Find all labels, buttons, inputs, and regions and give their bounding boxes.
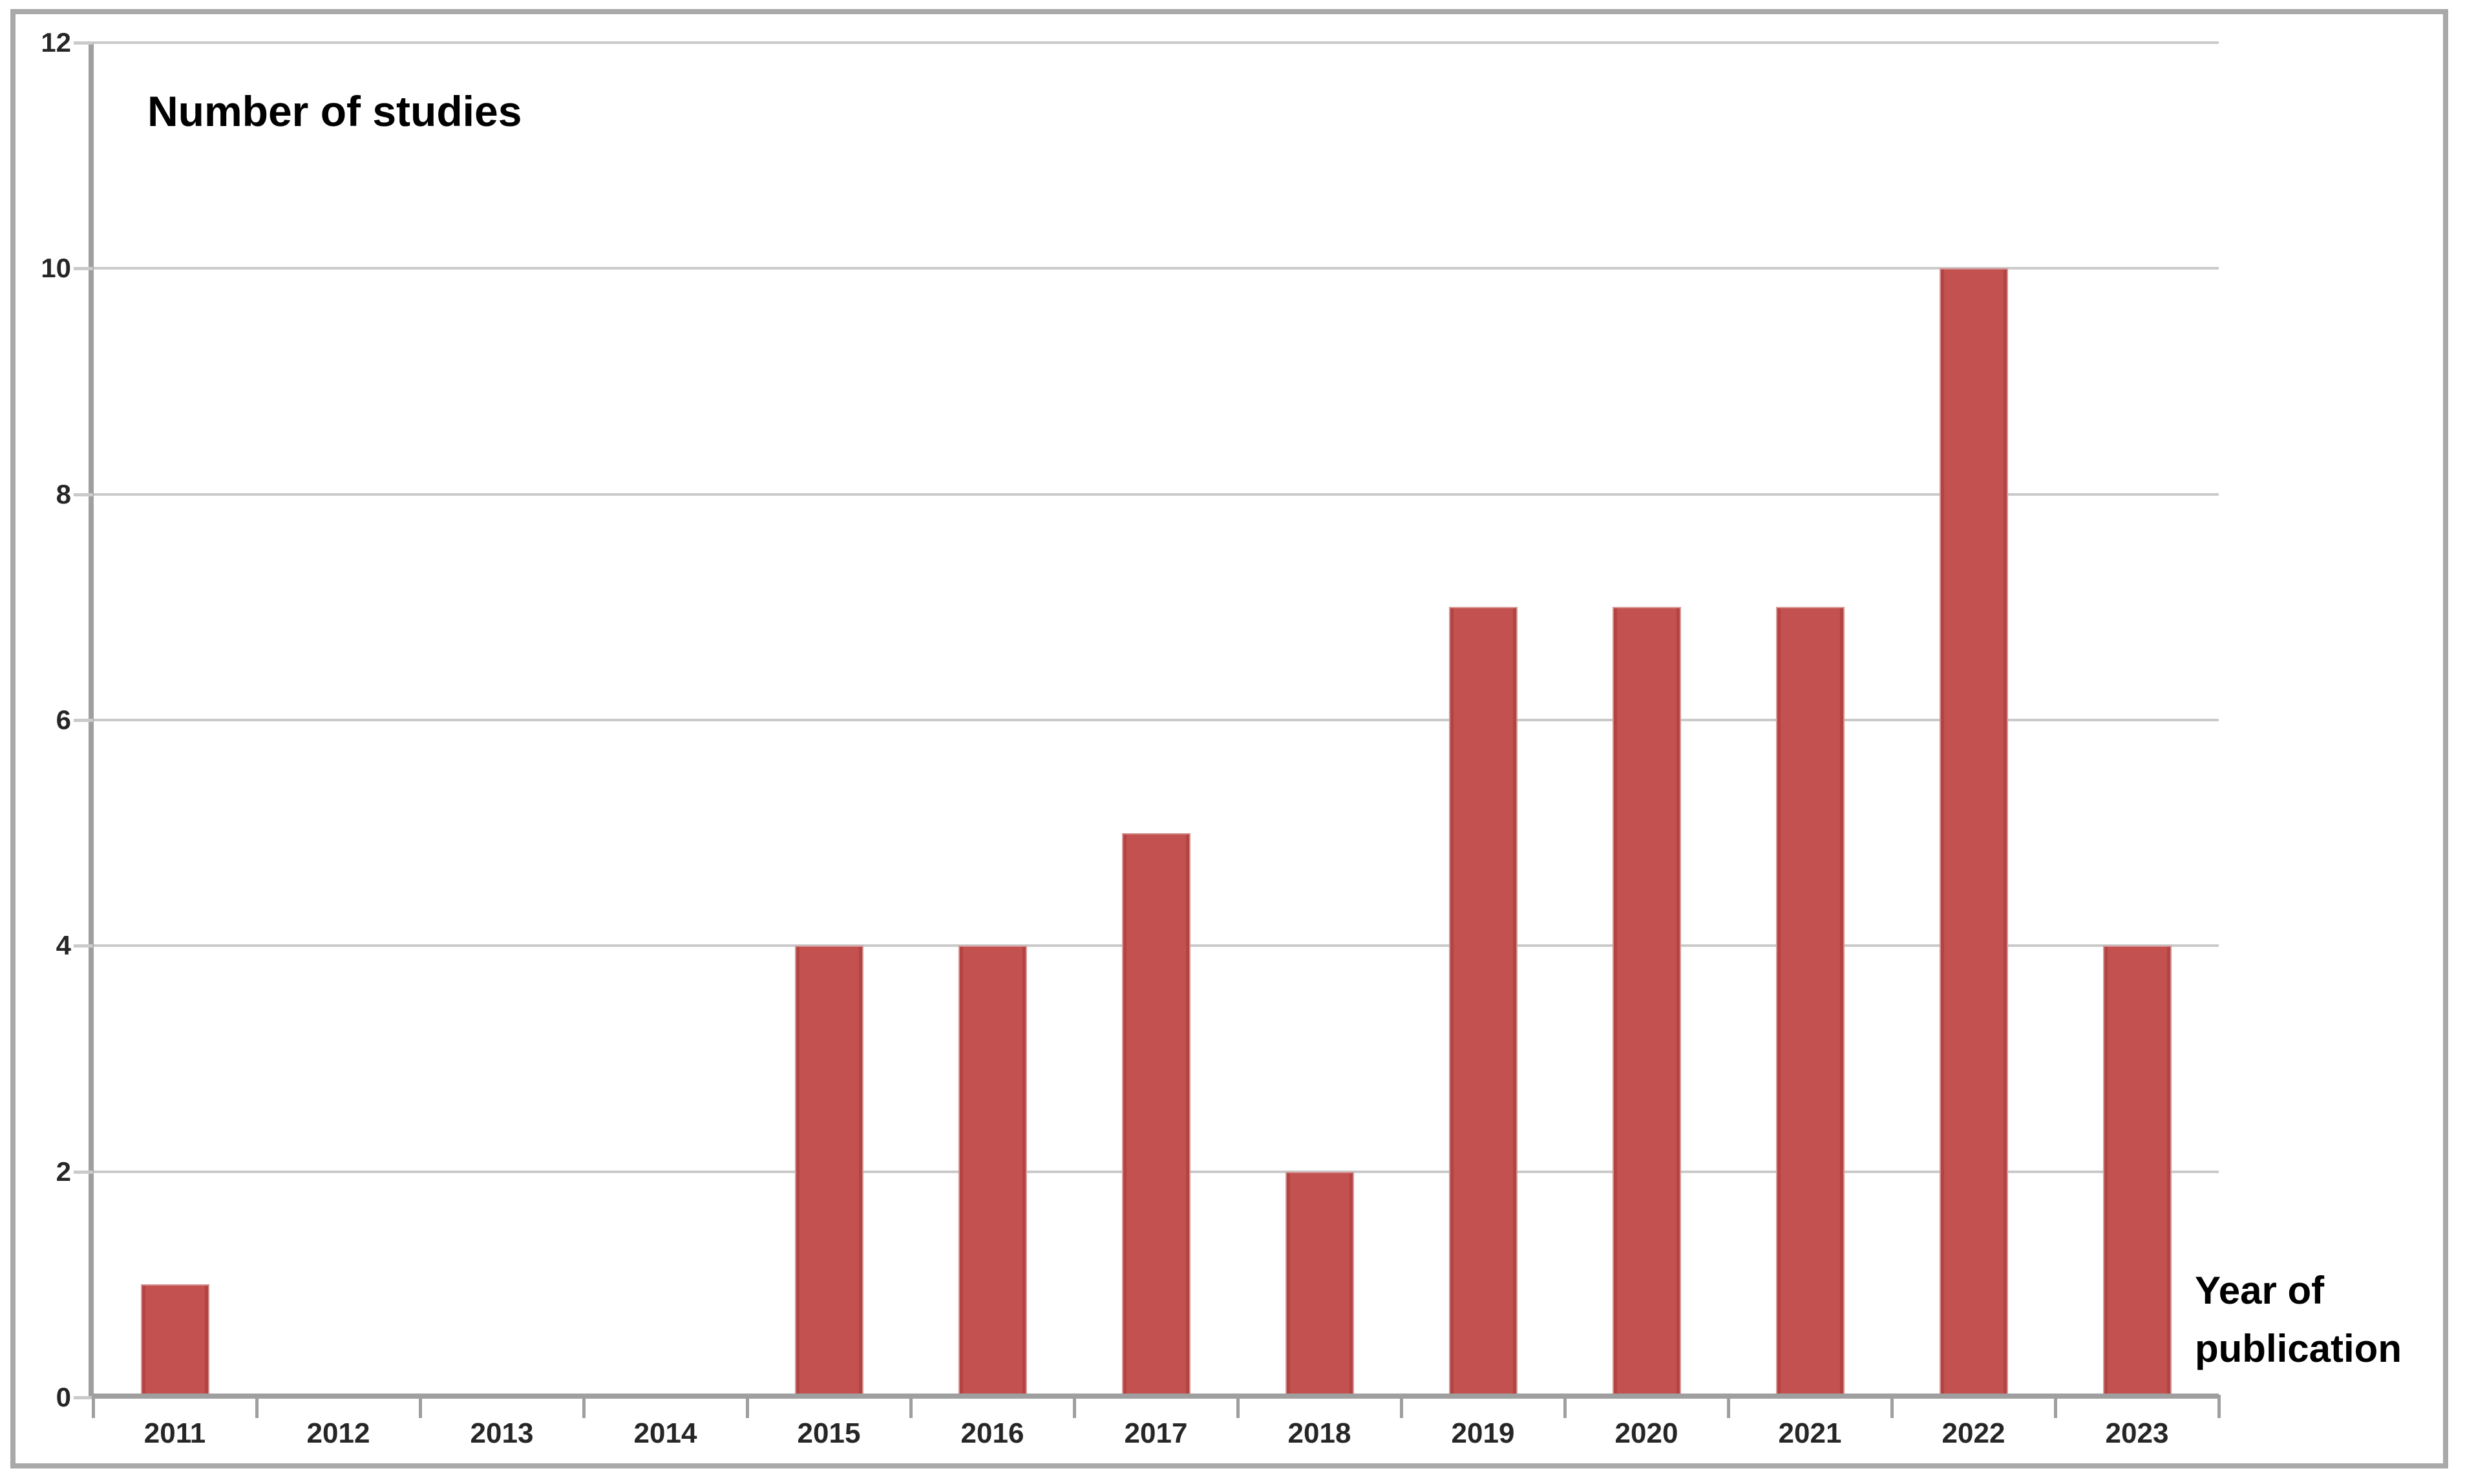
gridline-6 [93,719,2219,721]
figure-border [10,9,2448,1468]
x-tick-label: 2011 [143,1417,206,1449]
x-tick [1072,1395,1076,1418]
x-axis-line [89,1394,2219,1399]
bar-2021 [1775,607,1845,1397]
bar-2019 [1448,607,1518,1397]
x-tick-label: 2014 [633,1417,697,1449]
x-axis-title: Year of publication [2195,1269,2402,1370]
y-tick [74,1170,93,1174]
y-tick-label: 0 [56,1382,71,1412]
x-tick-label: 2019 [1451,1417,1515,1449]
x-tick-label: 2021 [1778,1417,1842,1449]
x-tick [1563,1395,1567,1418]
x-tick [418,1395,422,1418]
y-tick-label: 6 [56,705,71,735]
y-tick [74,944,93,948]
x-tick [1726,1395,1730,1418]
x-tick [582,1395,586,1418]
y-tick [74,719,93,722]
gridline-10 [93,267,2219,270]
x-tick-label: 2016 [960,1417,1024,1449]
x-tick-label: 2020 [1614,1417,1678,1449]
y-tick-label: 10 [41,253,71,284]
bar-2015 [794,946,863,1397]
x-tick-label: 2022 [1941,1417,2005,1449]
y-tick-label: 8 [56,478,71,509]
x-tick-label: 2015 [797,1417,861,1449]
x-tick [1890,1395,1894,1418]
bar-2023 [2102,946,2172,1397]
x-tick [909,1395,913,1418]
y-tick [74,1396,93,1399]
y-tick [74,41,93,45]
x-tick [1236,1395,1240,1418]
x-tick [91,1395,95,1418]
x-tick [255,1395,259,1418]
x-tick-label: 2012 [306,1417,370,1449]
y-tick-label: 4 [56,930,71,961]
bar-2016 [958,946,1027,1397]
x-tick [1399,1395,1403,1418]
x-tick-label: 2017 [1124,1417,1188,1449]
x-tick [2053,1395,2057,1418]
x-tick-label: 2023 [2105,1417,2169,1449]
y-tick [74,493,93,496]
x-tick [2217,1395,2221,1418]
bar-2022 [1939,268,2008,1397]
y-tick [74,267,93,271]
x-tick-label: 2018 [1287,1417,1351,1449]
bar-2018 [1285,1171,1354,1397]
chart-title: Number of studies [147,87,522,135]
bar-2020 [1612,607,1681,1397]
gridline-12 [93,41,2219,44]
bar-2017 [1121,832,1190,1397]
y-tick-label: 12 [41,27,71,58]
x-tick-label: 2013 [470,1417,534,1449]
y-tick-label: 2 [56,1156,71,1187]
bar-2011 [140,1284,209,1397]
x-tick [745,1395,749,1418]
gridline-8 [93,493,2219,496]
